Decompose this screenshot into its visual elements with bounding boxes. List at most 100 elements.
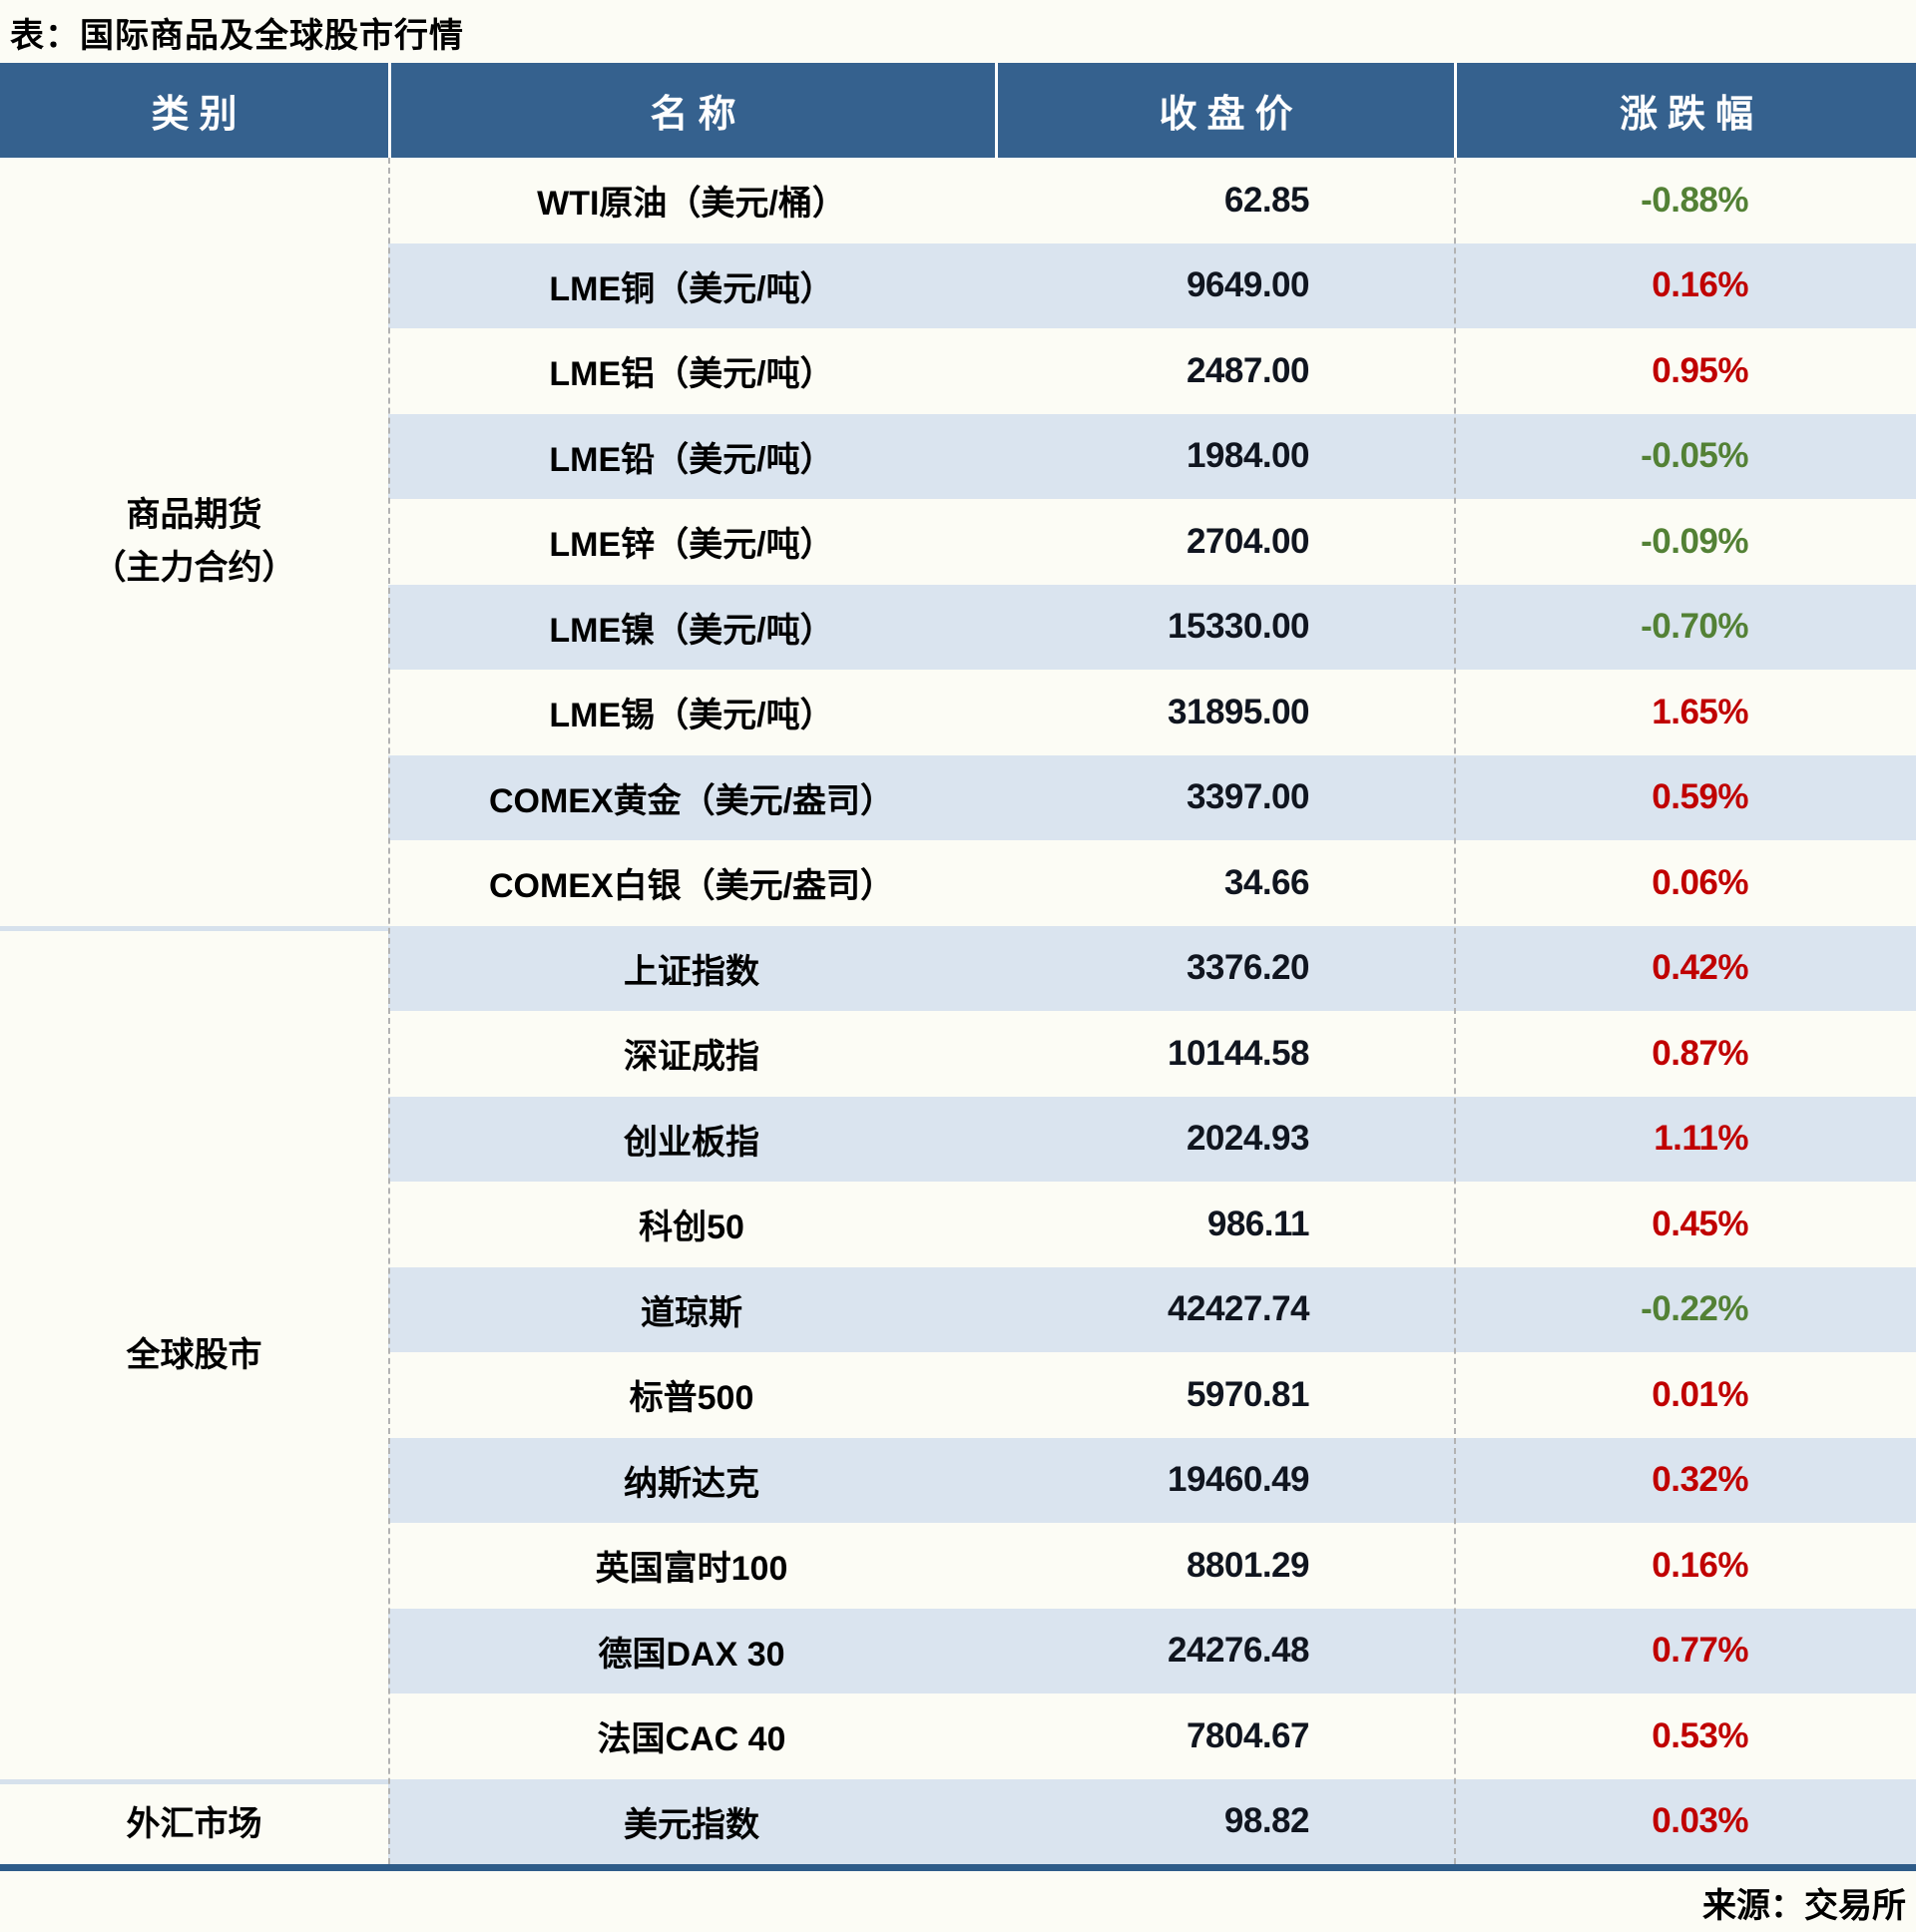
table-row: LME铝（美元/吨） 2487.00 0.95%: [388, 328, 1916, 414]
instrument-name: WTI原油（美元/桶）: [537, 185, 846, 224]
change-percent: -0.70%: [1454, 607, 1916, 647]
table-row: LME锌（美元/吨） 2704.00 -0.09%: [388, 499, 1916, 585]
change-value: -0.22%: [1641, 1289, 1748, 1329]
instrument-name: COMEX黄金（美元/盎司）: [488, 781, 895, 820]
change-value: -0.88%: [1641, 180, 1748, 220]
close-price: 7804.67: [1186, 1715, 1310, 1755]
change-value: -0.05%: [1641, 436, 1748, 476]
change-percent: 0.77%: [1454, 1631, 1916, 1671]
data-rows: WTI原油（美元/桶） 62.85 -0.88% LME铜（美元/吨） 9649…: [388, 158, 1916, 1864]
table-row: 深证成指 10144.58 0.87%: [388, 1011, 1916, 1097]
category-cell-global-stocks: 全球股市: [0, 926, 388, 1779]
table-row: LME镍（美元/吨） 15330.00 -0.70%: [388, 584, 1916, 670]
change-value: 1.11%: [1654, 1119, 1748, 1159]
close-price: 9649.00: [1186, 265, 1310, 305]
change-percent: 0.01%: [1454, 1375, 1916, 1415]
table-row: LME铅（美元/吨） 1984.00 -0.05%: [388, 413, 1916, 499]
instrument-name: LME镍（美元/吨）: [549, 611, 834, 650]
table-title: 表：国际商品及全球股市行情: [10, 17, 464, 55]
change-percent: 0.03%: [1454, 1801, 1916, 1841]
table-bottom-rule: [0, 1864, 1916, 1871]
instrument-name: 美元指数: [624, 1805, 759, 1844]
change-value: 0.45%: [1652, 1204, 1748, 1243]
change-value: 0.16%: [1652, 1545, 1748, 1585]
close-price: 98.82: [1223, 1801, 1310, 1841]
category-column: 商品期货 （主力合约） 全球股市 外汇市场: [0, 158, 388, 1864]
close-price: 2487.00: [1186, 350, 1310, 390]
close-price: 5970.81: [1186, 1374, 1310, 1414]
change-value: -0.70%: [1641, 607, 1748, 647]
change-percent: -0.88%: [1454, 181, 1916, 221]
table-header-row: 类别 名称 收盘价 涨跌幅: [0, 63, 1916, 158]
close-price: 2024.93: [1186, 1119, 1310, 1159]
change-percent: 1.11%: [1454, 1119, 1916, 1159]
close-price: 15330.00: [1168, 607, 1309, 647]
change-value: 0.06%: [1652, 862, 1748, 902]
instrument-name: LME锌（美元/吨）: [549, 526, 834, 565]
change-percent: 0.53%: [1454, 1716, 1916, 1756]
change-percent: 0.16%: [1454, 265, 1916, 305]
change-percent: -0.09%: [1454, 522, 1916, 562]
instrument-name: LME锡（美元/吨）: [549, 697, 834, 735]
close-price: 2704.00: [1186, 521, 1310, 561]
header-category: 类别: [151, 94, 247, 136]
table-body: 商品期货 （主力合约） 全球股市 外汇市场 WTI原油（美元/桶） 62.85 …: [0, 158, 1916, 1864]
change-value: -0.09%: [1641, 521, 1748, 561]
change-percent: 0.87%: [1454, 1034, 1916, 1074]
instrument-name: 英国富时100: [595, 1550, 788, 1589]
instrument-name: LME铜（美元/吨）: [549, 269, 834, 308]
change-percent: -0.22%: [1454, 1289, 1916, 1329]
close-price: 10144.58: [1168, 1033, 1309, 1073]
table-row: 纳斯达克 19460.49 0.32%: [388, 1437, 1916, 1523]
table-row: 法国CAC 40 7804.67 0.53%: [388, 1693, 1916, 1779]
instrument-name: LME铝（美元/吨）: [549, 355, 834, 394]
change-value: 0.77%: [1652, 1631, 1748, 1671]
instrument-name: 深证成指: [624, 1038, 759, 1077]
change-value: 0.01%: [1652, 1374, 1748, 1414]
table-row: 创业板指 2024.93 1.11%: [388, 1096, 1916, 1182]
close-price: 31895.00: [1168, 692, 1309, 731]
instrument-name: 上证指数: [624, 952, 759, 991]
table-row: 道琼斯 42427.74 -0.22%: [388, 1266, 1916, 1352]
table-row: COMEX黄金（美元/盎司） 3397.00 0.59%: [388, 754, 1916, 840]
category-cell-commodity-futures: 商品期货 （主力合约）: [0, 158, 388, 926]
close-price: 8801.29: [1186, 1545, 1310, 1585]
table-row: 德国DAX 30 24276.48 0.77%: [388, 1608, 1916, 1693]
header-close-price: 收盘价: [995, 63, 1454, 158]
change-value: 0.16%: [1652, 265, 1748, 305]
table-row: 科创50 986.11 0.45%: [388, 1182, 1916, 1267]
close-price: 24276.48: [1168, 1631, 1309, 1671]
column-divider-1: [388, 158, 390, 1864]
close-price: 19460.49: [1168, 1460, 1309, 1500]
change-value: 0.53%: [1652, 1715, 1748, 1755]
change-value: 0.32%: [1652, 1460, 1748, 1500]
table-row: COMEX白银（美元/盎司） 34.66 0.06%: [388, 840, 1916, 926]
header-change-pct: 涨跌幅: [1454, 63, 1916, 158]
table-row: 标普500 5970.81 0.01%: [388, 1352, 1916, 1438]
instrument-name: 科创50: [639, 1208, 744, 1247]
close-price: 3397.00: [1186, 777, 1310, 817]
table-row: WTI原油（美元/桶） 62.85 -0.88%: [388, 158, 1916, 243]
table-row: 上证指数 3376.20 0.42%: [388, 925, 1916, 1011]
category-label: 外汇市场: [126, 1804, 262, 1843]
source-note: 来源：交易所: [1702, 1887, 1906, 1925]
instrument-name: 道琼斯: [641, 1293, 742, 1332]
change-percent: 0.45%: [1454, 1205, 1916, 1244]
change-value: 0.59%: [1652, 777, 1748, 817]
table-row: LME铜（美元/吨） 9649.00 0.16%: [388, 242, 1916, 328]
instrument-name: COMEX白银（美元/盎司）: [488, 867, 895, 906]
change-percent: 0.59%: [1454, 777, 1916, 817]
table-row: 英国富时100 8801.29 0.16%: [388, 1523, 1916, 1609]
change-percent: 0.95%: [1454, 351, 1916, 391]
column-divider-2: [1454, 158, 1456, 1864]
change-percent: 0.16%: [1454, 1546, 1916, 1586]
instrument-name: 纳斯达克: [624, 1464, 759, 1503]
close-price: 34.66: [1223, 862, 1310, 902]
instrument-name: 法国CAC 40: [597, 1720, 786, 1759]
close-price: 3376.20: [1186, 948, 1310, 988]
close-price: 42427.74: [1168, 1289, 1309, 1329]
change-percent: 0.32%: [1454, 1460, 1916, 1500]
change-percent: 1.65%: [1454, 693, 1916, 732]
change-value: 0.03%: [1652, 1801, 1748, 1841]
